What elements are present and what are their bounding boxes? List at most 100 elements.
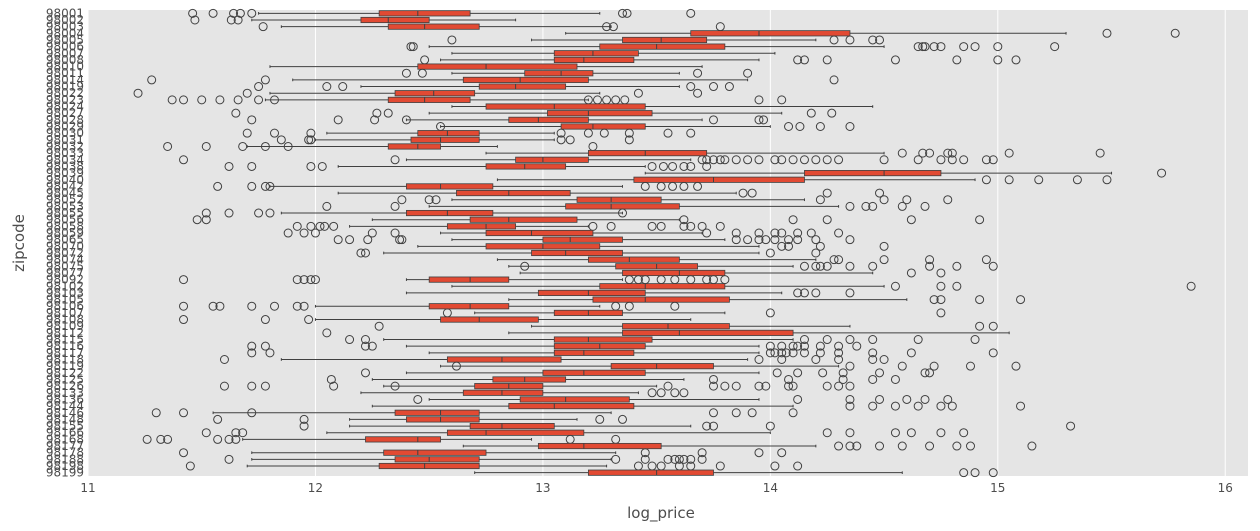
y-tick-label: 98010 [46, 60, 84, 74]
outlier-point [247, 301, 257, 311]
outlier-point [834, 381, 844, 391]
outlier-point [254, 95, 264, 105]
outlier-point [868, 261, 878, 271]
outlier-point [765, 341, 775, 351]
outlier-point [929, 295, 939, 305]
outlier-point [265, 181, 275, 191]
outlier-point [952, 261, 962, 271]
outlier-point [647, 221, 657, 231]
outlier-point [770, 348, 780, 358]
outlier-point [283, 228, 293, 238]
y-tick-label: 98028 [46, 113, 84, 127]
box-98178 [179, 448, 787, 458]
outlier-point [834, 441, 844, 451]
outlier-point [834, 341, 844, 351]
box-iqr [592, 296, 730, 303]
outlier-point [179, 315, 189, 325]
outlier-point [1011, 55, 1021, 65]
outlier-point [715, 221, 725, 231]
outlier-point [1102, 28, 1112, 38]
outlier-point [247, 181, 257, 191]
x-tick-label: 15 [990, 481, 1005, 495]
outlier-point [811, 355, 821, 364]
outlier-point [799, 261, 809, 271]
y-tick-label: 98136 [46, 392, 84, 406]
outlier-point [520, 261, 530, 271]
outlier-point [925, 368, 935, 378]
plot-background [88, 10, 1248, 476]
outlier-point [188, 8, 198, 18]
box-iqr [446, 356, 562, 363]
outlier-point [235, 8, 245, 18]
outlier-point [829, 255, 839, 265]
outlier-point [834, 155, 844, 165]
y-tick-label: 98188 [46, 452, 84, 466]
outlier-point [845, 441, 855, 451]
box-iqr [428, 276, 510, 283]
outlier-point [743, 68, 753, 78]
outlier-point [431, 195, 441, 205]
outlier-point [852, 341, 862, 351]
y-tick-label: 98122 [46, 366, 84, 380]
outlier-point [818, 368, 828, 378]
outlier-point [367, 228, 377, 238]
box-98027 [231, 108, 837, 118]
y-axis-label: zipcode [10, 214, 28, 272]
outlier-point [231, 434, 241, 444]
outlier-point [875, 368, 885, 378]
outlier-point [390, 228, 400, 238]
outlier-point [1102, 175, 1112, 185]
outlier-point [754, 355, 764, 364]
outlier-point [702, 421, 712, 431]
y-tick-label: 98118 [46, 353, 84, 367]
box-iqr [587, 256, 680, 263]
box-iqr [365, 436, 441, 443]
box-iqr [587, 469, 714, 476]
outlier-point [451, 361, 461, 371]
outlier-point [918, 148, 928, 158]
outlier-point [270, 128, 280, 138]
box-iqr [537, 442, 662, 450]
outlier-point [697, 454, 707, 464]
outlier-point [276, 135, 286, 145]
y-tick-label: 98148 [46, 412, 84, 426]
outlier-point [811, 155, 821, 165]
outlier-point [265, 208, 275, 218]
box-98002 [190, 15, 517, 25]
outlier-point [374, 321, 384, 331]
box-98144 [371, 401, 1026, 411]
outlier-point [670, 388, 680, 398]
box-98074 [496, 255, 991, 265]
y-tick-label: 98008 [46, 53, 84, 67]
outlier-point [906, 428, 916, 438]
box-iqr [537, 289, 646, 296]
y-tick-label: 98077 [46, 266, 84, 280]
outlier-point [811, 235, 821, 245]
y-tick-label: 98053 [46, 199, 84, 213]
y-tick-label: 98006 [46, 40, 84, 54]
outlier-point [988, 321, 998, 331]
outlier-point [247, 348, 257, 358]
outlier-point [724, 82, 734, 92]
outlier-point [822, 55, 832, 65]
outlier-point [260, 181, 270, 191]
outlier-point [565, 135, 575, 145]
outlier-point [936, 308, 946, 318]
box-98052 [397, 195, 953, 205]
outlier-point [1004, 175, 1014, 185]
box-98028 [247, 115, 769, 125]
outlier-point [167, 95, 177, 105]
y-tick-label: 98007 [46, 46, 84, 60]
outlier-point [322, 328, 332, 338]
outlier-point [213, 181, 223, 191]
box-iqr [622, 269, 726, 277]
box-iqr [485, 103, 646, 110]
y-tick-label: 98072 [46, 246, 84, 260]
outlier-point [777, 341, 787, 351]
box-98014 [147, 75, 839, 85]
box-98148 [213, 414, 628, 424]
outlier-point [743, 235, 753, 245]
outlier-point [806, 108, 816, 118]
box-iqr [565, 203, 680, 210]
outlier-point [231, 108, 241, 118]
